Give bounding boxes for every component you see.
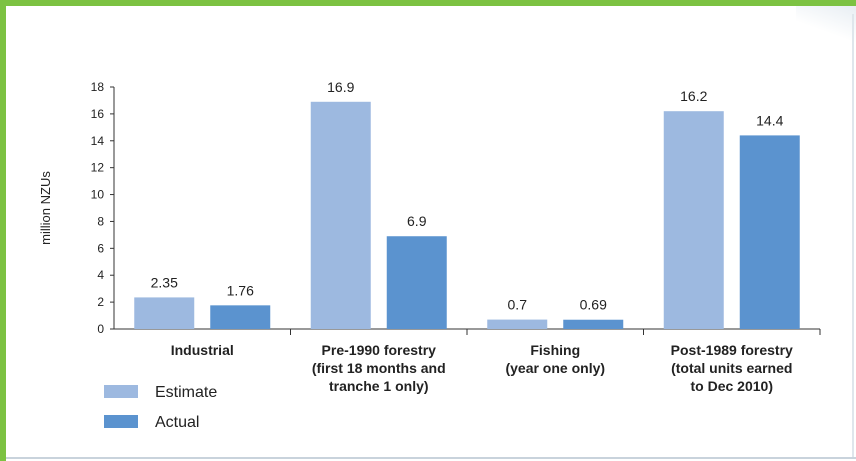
y-tick-label: 6 xyxy=(97,241,104,255)
bar-actual-3 xyxy=(739,135,800,329)
y-tick-label: 2 xyxy=(97,295,104,309)
legend-label-actual: Actual xyxy=(155,414,199,431)
legend-swatch-estimate xyxy=(104,385,138,398)
x-category-label: Post-1989 forestry xyxy=(671,342,793,358)
y-tick-label: 0 xyxy=(97,322,104,336)
data-label-estimate-0: 2.35 xyxy=(151,274,178,290)
x-category-label: to Dec 2010) xyxy=(691,378,773,394)
x-category-label: (year one only) xyxy=(505,360,605,376)
y-tick-label: 12 xyxy=(91,161,105,175)
bar-actual-1 xyxy=(386,236,447,329)
y-tick-label: 8 xyxy=(97,214,104,228)
x-category-label: Industrial xyxy=(171,342,234,358)
data-label-estimate-3: 16.2 xyxy=(680,88,707,104)
data-label-actual-2: 0.69 xyxy=(580,297,607,313)
x-category-label: (first 18 months and xyxy=(312,360,446,376)
bar-estimate-0 xyxy=(134,297,195,329)
y-tick-label: 16 xyxy=(91,107,105,121)
y-tick-label: 10 xyxy=(91,188,105,202)
legend-label-estimate: Estimate xyxy=(155,384,217,401)
x-category-label: (total units earned xyxy=(671,360,792,376)
frame-corner-decoration xyxy=(796,6,856,46)
bar-estimate-2 xyxy=(487,319,548,329)
y-tick-label: 18 xyxy=(91,80,105,94)
data-label-actual-3: 14.4 xyxy=(756,112,783,128)
data-label-actual-0: 1.76 xyxy=(227,282,254,298)
frame-bottom-edge xyxy=(6,457,856,459)
data-label-actual-1: 6.9 xyxy=(407,213,427,229)
x-category-label: Pre-1990 forestry xyxy=(322,342,437,358)
x-category-label: tranche 1 only) xyxy=(329,378,429,394)
legend-swatch-actual xyxy=(104,415,138,428)
x-category-label: Fishing xyxy=(530,342,580,358)
y-tick-label: 4 xyxy=(97,268,104,282)
frame-right-edge xyxy=(852,14,854,459)
bar-estimate-1 xyxy=(310,101,371,330)
bar-estimate-3 xyxy=(663,111,724,329)
y-axis-title: million NZUs xyxy=(38,171,53,245)
bar-actual-2 xyxy=(563,319,624,329)
y-tick-label: 14 xyxy=(91,134,105,148)
data-label-estimate-2: 0.7 xyxy=(508,297,528,313)
bar-actual-0 xyxy=(210,305,271,329)
data-label-estimate-1: 16.9 xyxy=(327,79,354,95)
